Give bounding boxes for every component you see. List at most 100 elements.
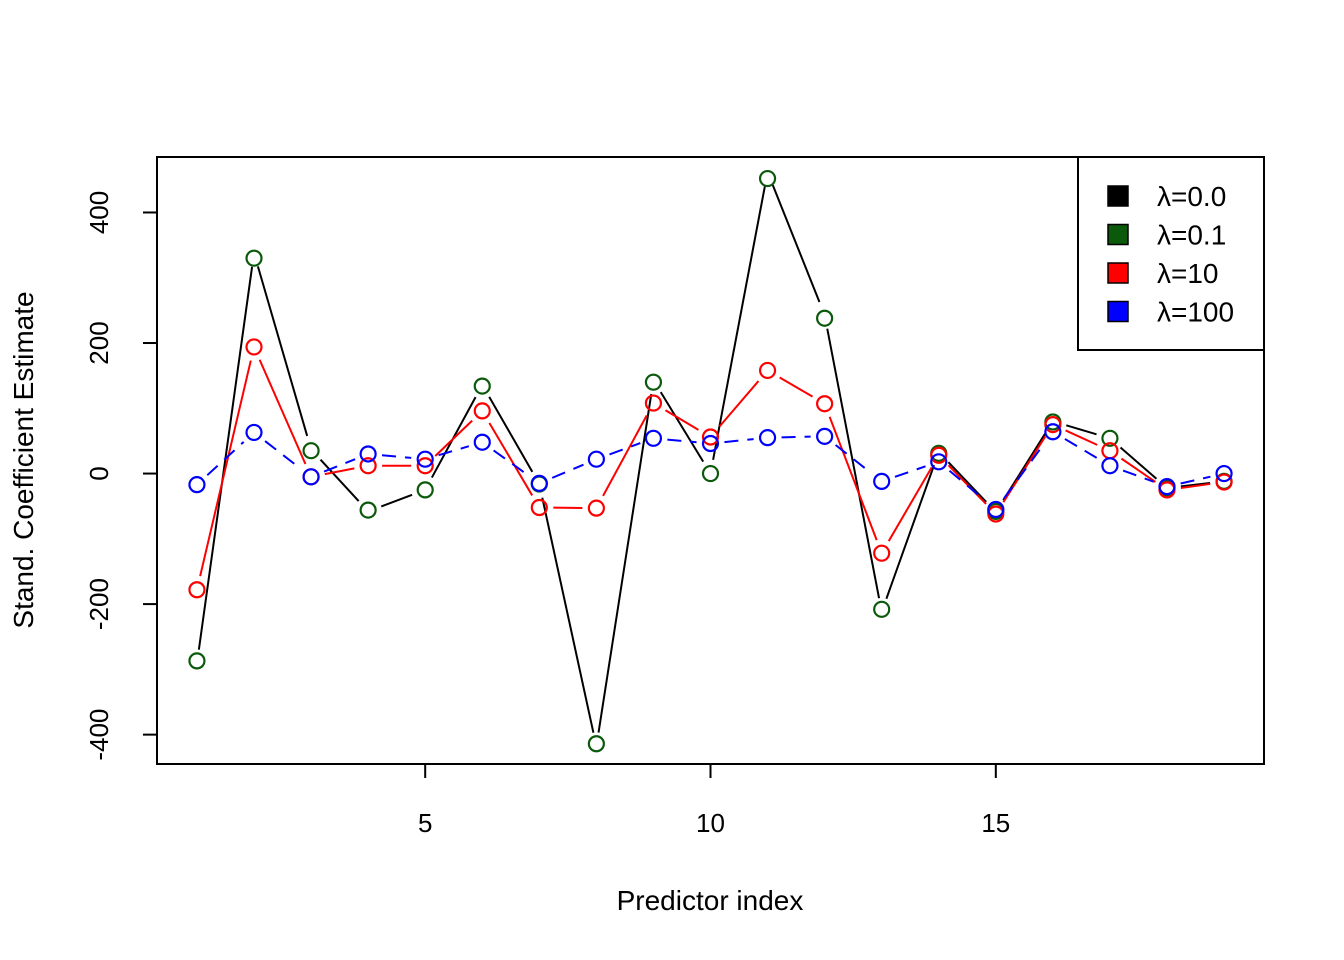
series-2-segment: [488, 422, 534, 496]
series-1-point: [816, 309, 834, 327]
y-axis-title: Stand. Coefficient Estimate: [8, 291, 39, 628]
series-3-point: [416, 450, 434, 468]
series-3-segment: [724, 438, 754, 444]
series-0-segment: [256, 266, 309, 437]
series-3-point: [473, 433, 491, 451]
series-1-point: [1101, 429, 1119, 447]
series-2-segment: [1120, 457, 1157, 483]
x-axis: 5 10 15: [418, 763, 1010, 838]
series-2-point: [644, 394, 663, 412]
x-tick-label: 15: [981, 808, 1010, 838]
legend: λ=0.0 λ=0.1 λ=10 λ=100: [1077, 156, 1265, 351]
series-3-segment: [493, 449, 529, 476]
series-2-segment: [718, 380, 760, 428]
series-3-segment: [1122, 469, 1155, 483]
series-1-point: [188, 652, 206, 670]
series-1-point: [701, 464, 720, 483]
series-3-point: [359, 445, 377, 463]
series-0-segment: [826, 328, 881, 599]
series-3-point: [188, 476, 206, 494]
series-3-segment: [834, 444, 872, 474]
series-2-segment: [779, 376, 814, 398]
legend-swatch-3: [1107, 300, 1129, 323]
series-0-segment: [1119, 446, 1158, 480]
series-3-point: [873, 472, 891, 490]
series-1-point: [473, 377, 491, 395]
series-3-point: [245, 423, 263, 442]
series-points: [188, 169, 1233, 753]
series-3-segment: [894, 465, 926, 478]
series-0-segment: [712, 185, 766, 460]
series-3-point: [587, 450, 605, 468]
series-1-point: [873, 600, 891, 618]
series-3-point: [701, 434, 720, 453]
series-2-segment: [324, 467, 355, 476]
series-3-point: [302, 468, 320, 486]
series-2-segment: [434, 419, 473, 457]
series-2-segment: [1180, 482, 1211, 489]
series-3-segment: [1064, 438, 1099, 460]
y-tick-label: -400: [84, 709, 114, 761]
legend-swatch-1: [1107, 223, 1129, 246]
series-2-point: [587, 499, 605, 517]
series-0-segment: [1180, 481, 1211, 488]
series-1-point: [302, 442, 320, 460]
series-0-segment: [597, 393, 653, 733]
series-2-point: [758, 361, 777, 380]
series-2-point: [188, 581, 206, 599]
series-3-point: [1044, 423, 1062, 441]
legend-swatch-0: [1107, 185, 1129, 207]
series-3-point: [987, 500, 1005, 519]
series-3-point: [930, 453, 948, 471]
series-3-point: [1215, 464, 1233, 483]
series-1-point: [644, 373, 663, 391]
series-1-point: [758, 169, 777, 188]
series-3-segment: [781, 435, 811, 439]
legend-label-0: λ=0.0: [1157, 181, 1226, 212]
series-1-point: [245, 249, 263, 267]
series-2-point: [1215, 473, 1233, 491]
series-3-segment: [381, 454, 412, 459]
series-1-point: [359, 501, 377, 519]
series-3-segment: [264, 440, 301, 470]
y-tick-label: 0: [84, 466, 114, 480]
series-3-segment: [609, 442, 641, 456]
series-3-point: [1158, 478, 1176, 496]
series-0-segment: [380, 493, 413, 508]
series-2-segment: [828, 416, 878, 541]
legend-label-2: λ=10: [1157, 258, 1219, 289]
series-2-point: [873, 544, 891, 562]
series-3-segment: [667, 438, 697, 444]
series-2-point: [530, 498, 548, 517]
legend-label-3: λ=100: [1157, 297, 1234, 328]
series-2-segment: [664, 409, 699, 431]
series-2-segment: [602, 414, 648, 497]
series-3-segment: [1180, 475, 1211, 485]
series-1-point: [587, 735, 605, 753]
series-2-point: [416, 457, 434, 475]
series-3-point: [644, 429, 663, 447]
series-2-segment: [1065, 429, 1098, 446]
series-2-segment: [199, 360, 252, 577]
series-2-point: [701, 428, 720, 446]
y-tick-label: -200: [84, 578, 114, 630]
series-0-segment: [659, 391, 705, 463]
series-1-point: [416, 481, 434, 499]
series-0-segment: [319, 459, 360, 502]
series-2-point: [245, 338, 263, 356]
series-0-segment: [1066, 424, 1097, 436]
series-3-point: [530, 474, 548, 492]
series-3-point: [1101, 457, 1119, 475]
series-3-segment: [551, 463, 584, 479]
series-0-segment: [488, 396, 534, 473]
x-tick-label: 10: [696, 808, 725, 838]
x-tick-label: 5: [418, 808, 432, 838]
series-3-segment: [206, 441, 245, 476]
series-2-segment: [947, 464, 987, 505]
series-3-point: [758, 429, 777, 447]
series-3-segment: [438, 445, 470, 457]
series-2-point: [930, 446, 948, 464]
series-3-segment: [948, 470, 986, 502]
series-2-point: [1044, 416, 1062, 434]
